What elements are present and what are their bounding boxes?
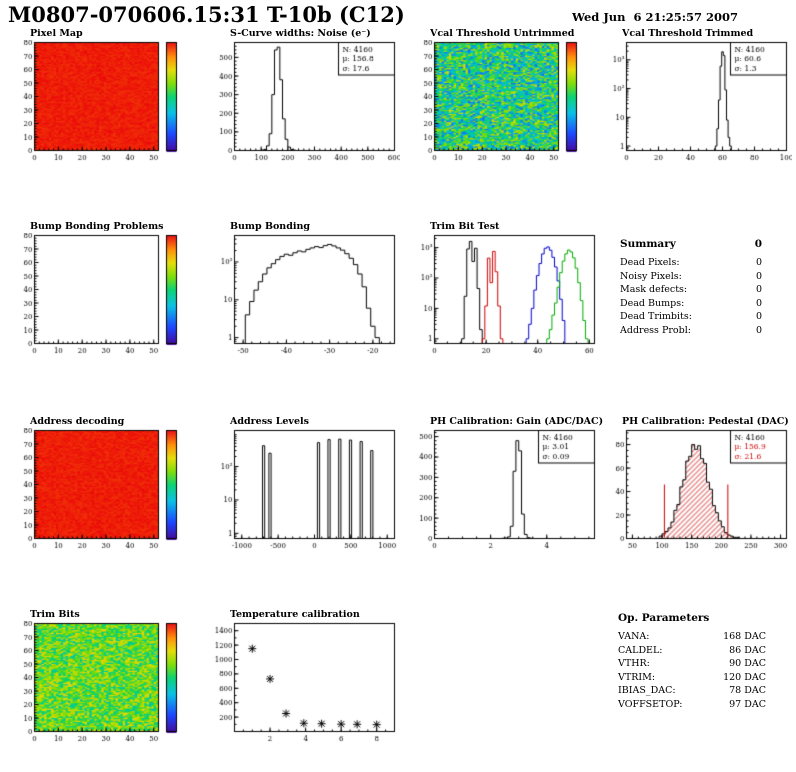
address-decoding-plot: Address decoding — [8, 416, 204, 554]
param-row: Dead Pixels: 0 — [620, 256, 762, 270]
vcal-untrimmed-plot: Vcal Threshold Untrimmed — [408, 28, 604, 166]
temperature-calibration-canvas — [208, 621, 400, 745]
summary-header: Summary 0 — [620, 238, 762, 250]
ph-gain-canvas — [408, 428, 600, 552]
param-row: VTRIM: 120 DAC — [618, 671, 766, 685]
ph-pedestal-plot: PH Calibration: Pedestal (DAC) — [600, 416, 796, 554]
param-value: 0 — [755, 257, 762, 268]
vcal-trimmed-plot: Vcal Threshold Trimmed — [600, 28, 796, 166]
param-value: 90 DAC — [729, 658, 766, 669]
param-label: Dead Bumps: — [620, 297, 685, 309]
summary-title: Summary — [620, 238, 676, 250]
param-row: Address Probl: 0 — [620, 324, 762, 338]
plot-title: Pixel Map — [30, 28, 83, 39]
trimbit-test-canvas — [408, 233, 600, 357]
plot-title: Trim Bit Test — [430, 221, 500, 232]
summary-rows: Dead Pixels: 0 Noisy Pixels: 0 Mask defects:… — [620, 256, 762, 337]
param-row: Dead Bumps: 0 — [620, 297, 762, 311]
param-row: IBIAS_DAC: 78 DAC — [618, 684, 766, 698]
param-row: Mask defects: 0 — [620, 283, 762, 297]
trimbit-test-plot: Trim Bit Test — [408, 221, 604, 359]
plot-title: Bump Bonding — [230, 221, 311, 232]
plot-title: Trim Bits — [30, 609, 80, 620]
op-parameters-header: Op. Parameters — [618, 612, 766, 624]
param-row: VOFFSETOP: 97 DAC — [618, 698, 766, 712]
pixel-map-canvas — [8, 40, 200, 164]
param-label: Mask defects: — [620, 284, 688, 295]
plot-title: PH Calibration: Pedestal (DAC) — [622, 416, 789, 427]
address-levels-canvas — [208, 428, 400, 552]
address-decoding-canvas — [8, 428, 200, 552]
op-parameters-title: Op. Parameters — [618, 612, 710, 624]
vcal-trimmed-canvas — [600, 40, 792, 164]
bump-problems-canvas — [8, 233, 200, 357]
plot-title: PH Calibration: Gain (ADC/DAC) — [430, 416, 604, 427]
plot-title: Address Levels — [230, 416, 309, 427]
param-label: Address Probl: — [620, 324, 691, 336]
param-row: CALDEL: 86 DAC — [618, 644, 766, 658]
param-row: Noisy Pixels: 0 — [620, 270, 762, 284]
plot-title: Vcal Threshold Trimmed — [622, 28, 754, 39]
param-label: CALDEL: — [618, 644, 663, 656]
pixel-map-plot: Pixel Map — [8, 28, 204, 166]
param-label: VTRIM: — [618, 671, 656, 683]
param-label: Dead Trimbits: — [620, 311, 692, 322]
plot-title: Address decoding — [30, 416, 125, 427]
param-label: Dead Pixels: — [620, 257, 680, 268]
param-value: 97 DAC — [729, 698, 766, 710]
plot-title: S-Curve widths: Noise (e⁻) — [230, 28, 371, 39]
trim-bits-canvas — [8, 621, 200, 745]
plot-title: Bump Bonding Problems — [30, 221, 164, 232]
plot-title: Temperature calibration — [230, 609, 360, 620]
param-value: 0 — [755, 270, 762, 282]
bump-problems-plot: Bump Bonding Problems — [8, 221, 204, 359]
summary-total: 0 — [754, 238, 762, 250]
ph-pedestal-canvas — [600, 428, 792, 552]
address-levels-plot: Address Levels — [208, 416, 404, 554]
param-value: 0 — [755, 311, 762, 322]
scurve-noise-plot: S-Curve widths: Noise (e⁻) — [208, 28, 404, 166]
param-value: 0 — [755, 284, 762, 295]
timestamp: Wed Jun 6 21:25:57 2007 — [572, 10, 739, 24]
param-row: VTHR: 90 DAC — [618, 657, 766, 671]
param-value: 0 — [755, 324, 762, 336]
op-parameters-rows: VANA: 168 DAC CALDEL: 86 DAC VTHR: 90 DAC VTRI… — [618, 630, 766, 711]
param-value: 86 DAC — [729, 644, 766, 656]
param-label: VANA: — [618, 631, 650, 642]
op-parameters-panel: Op. Parameters VANA: 168 DAC CALDEL: 86 DAC… — [618, 612, 766, 711]
trim-bits-plot: Trim Bits — [8, 609, 204, 747]
param-value: 78 DAC — [729, 685, 766, 696]
bump-bonding-canvas — [208, 233, 400, 357]
param-value: 168 DAC — [723, 631, 766, 642]
scurve-noise-canvas — [208, 40, 400, 164]
plot-title: Vcal Threshold Untrimmed — [430, 28, 575, 39]
param-value: 0 — [755, 297, 762, 309]
bump-bonding-plot: Bump Bonding — [208, 221, 404, 359]
ph-gain-plot: PH Calibration: Gain (ADC/DAC) — [408, 416, 604, 554]
vcal-untrimmed-canvas — [408, 40, 600, 164]
param-row: VANA: 168 DAC — [618, 630, 766, 644]
param-label: IBIAS_DAC: — [618, 685, 676, 696]
param-value: 120 DAC — [723, 671, 766, 683]
param-label: Noisy Pixels: — [620, 270, 682, 282]
param-row: Dead Trimbits: 0 — [620, 310, 762, 324]
param-label: VTHR: — [618, 658, 650, 669]
param-label: VOFFSETOP: — [618, 698, 683, 710]
page-title: M0807-070606.15:31 T-10b (C12) — [8, 2, 405, 27]
summary-panel: Summary 0 Dead Pixels: 0 Noisy Pixels: 0 Mas… — [620, 238, 762, 337]
temperature-calibration-plot: Temperature calibration — [208, 609, 404, 747]
